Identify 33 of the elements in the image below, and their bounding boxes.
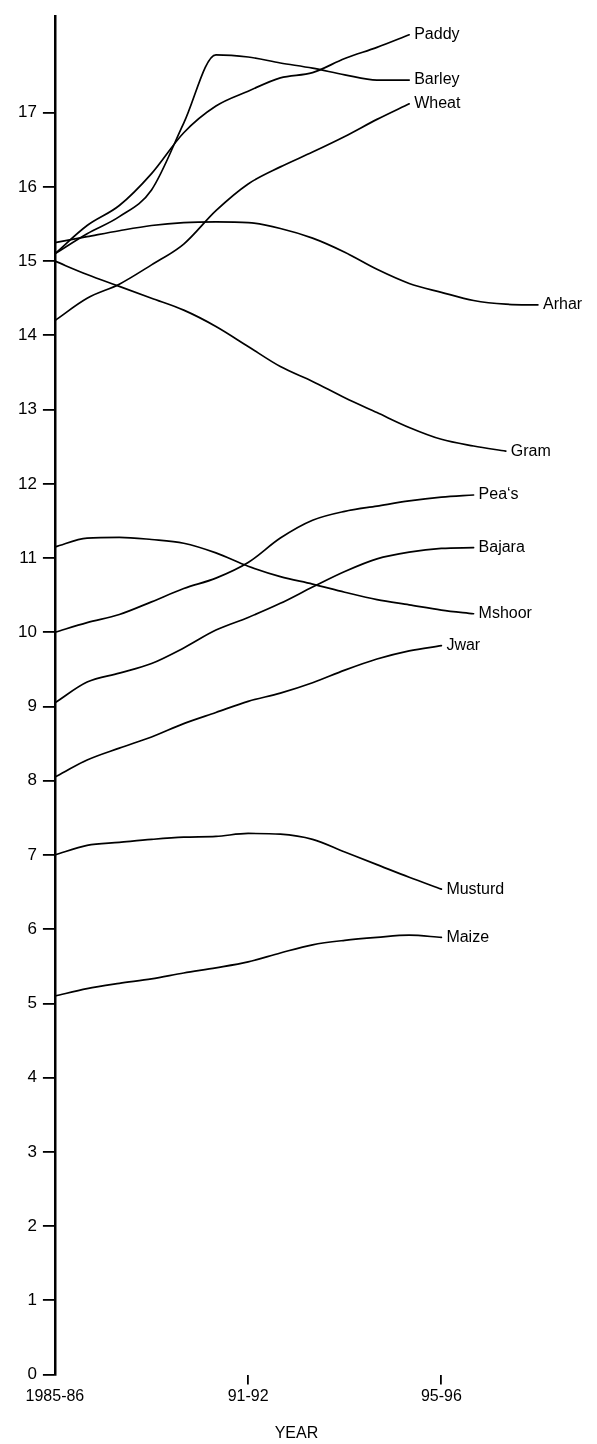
y-tick-label: 4 [27,1067,37,1087]
y-tick-label: 15 [17,250,37,270]
y-tick-label: 13 [17,399,37,419]
series-label: Barley [414,70,460,88]
series-label: Arhar [543,295,583,313]
x-tick-label: 1985-86 [25,1386,85,1404]
series-label: Bajara [478,538,525,556]
series-label: Gram [510,441,551,459]
series-label: Wheat [414,94,461,112]
y-tick-label: 2 [27,1215,37,1235]
y-tick-label: 10 [17,621,37,641]
y-tick-label: 16 [17,176,37,196]
y-tick-label: 7 [27,844,37,864]
y-tick-label: 0 [27,1364,37,1384]
x-tick-label: 91-92 [227,1386,269,1404]
x-axis-title: YEAR [274,1423,319,1441]
y-tick-label: 12 [17,473,37,493]
y-tick-label: 1 [27,1290,37,1310]
y-tick-label: 9 [27,696,37,716]
y-tick-label: 5 [27,993,37,1013]
y-tick-label: 11 [19,547,37,567]
series-label: Pea‘s [478,485,519,503]
series-label: Maize [446,927,490,945]
y-tick-label: 6 [27,918,37,938]
y-tick-label: 8 [27,770,37,790]
series-label: Musturd [446,879,505,897]
series-label: Mshoor [478,604,533,622]
y-tick-label: 14 [17,325,37,345]
y-tick-label: 3 [27,1141,37,1161]
series-label: Paddy [414,25,460,43]
y-tick-label: 17 [17,102,37,122]
x-tick-label: 95-96 [420,1386,462,1404]
series-label: Jwar [446,636,481,654]
